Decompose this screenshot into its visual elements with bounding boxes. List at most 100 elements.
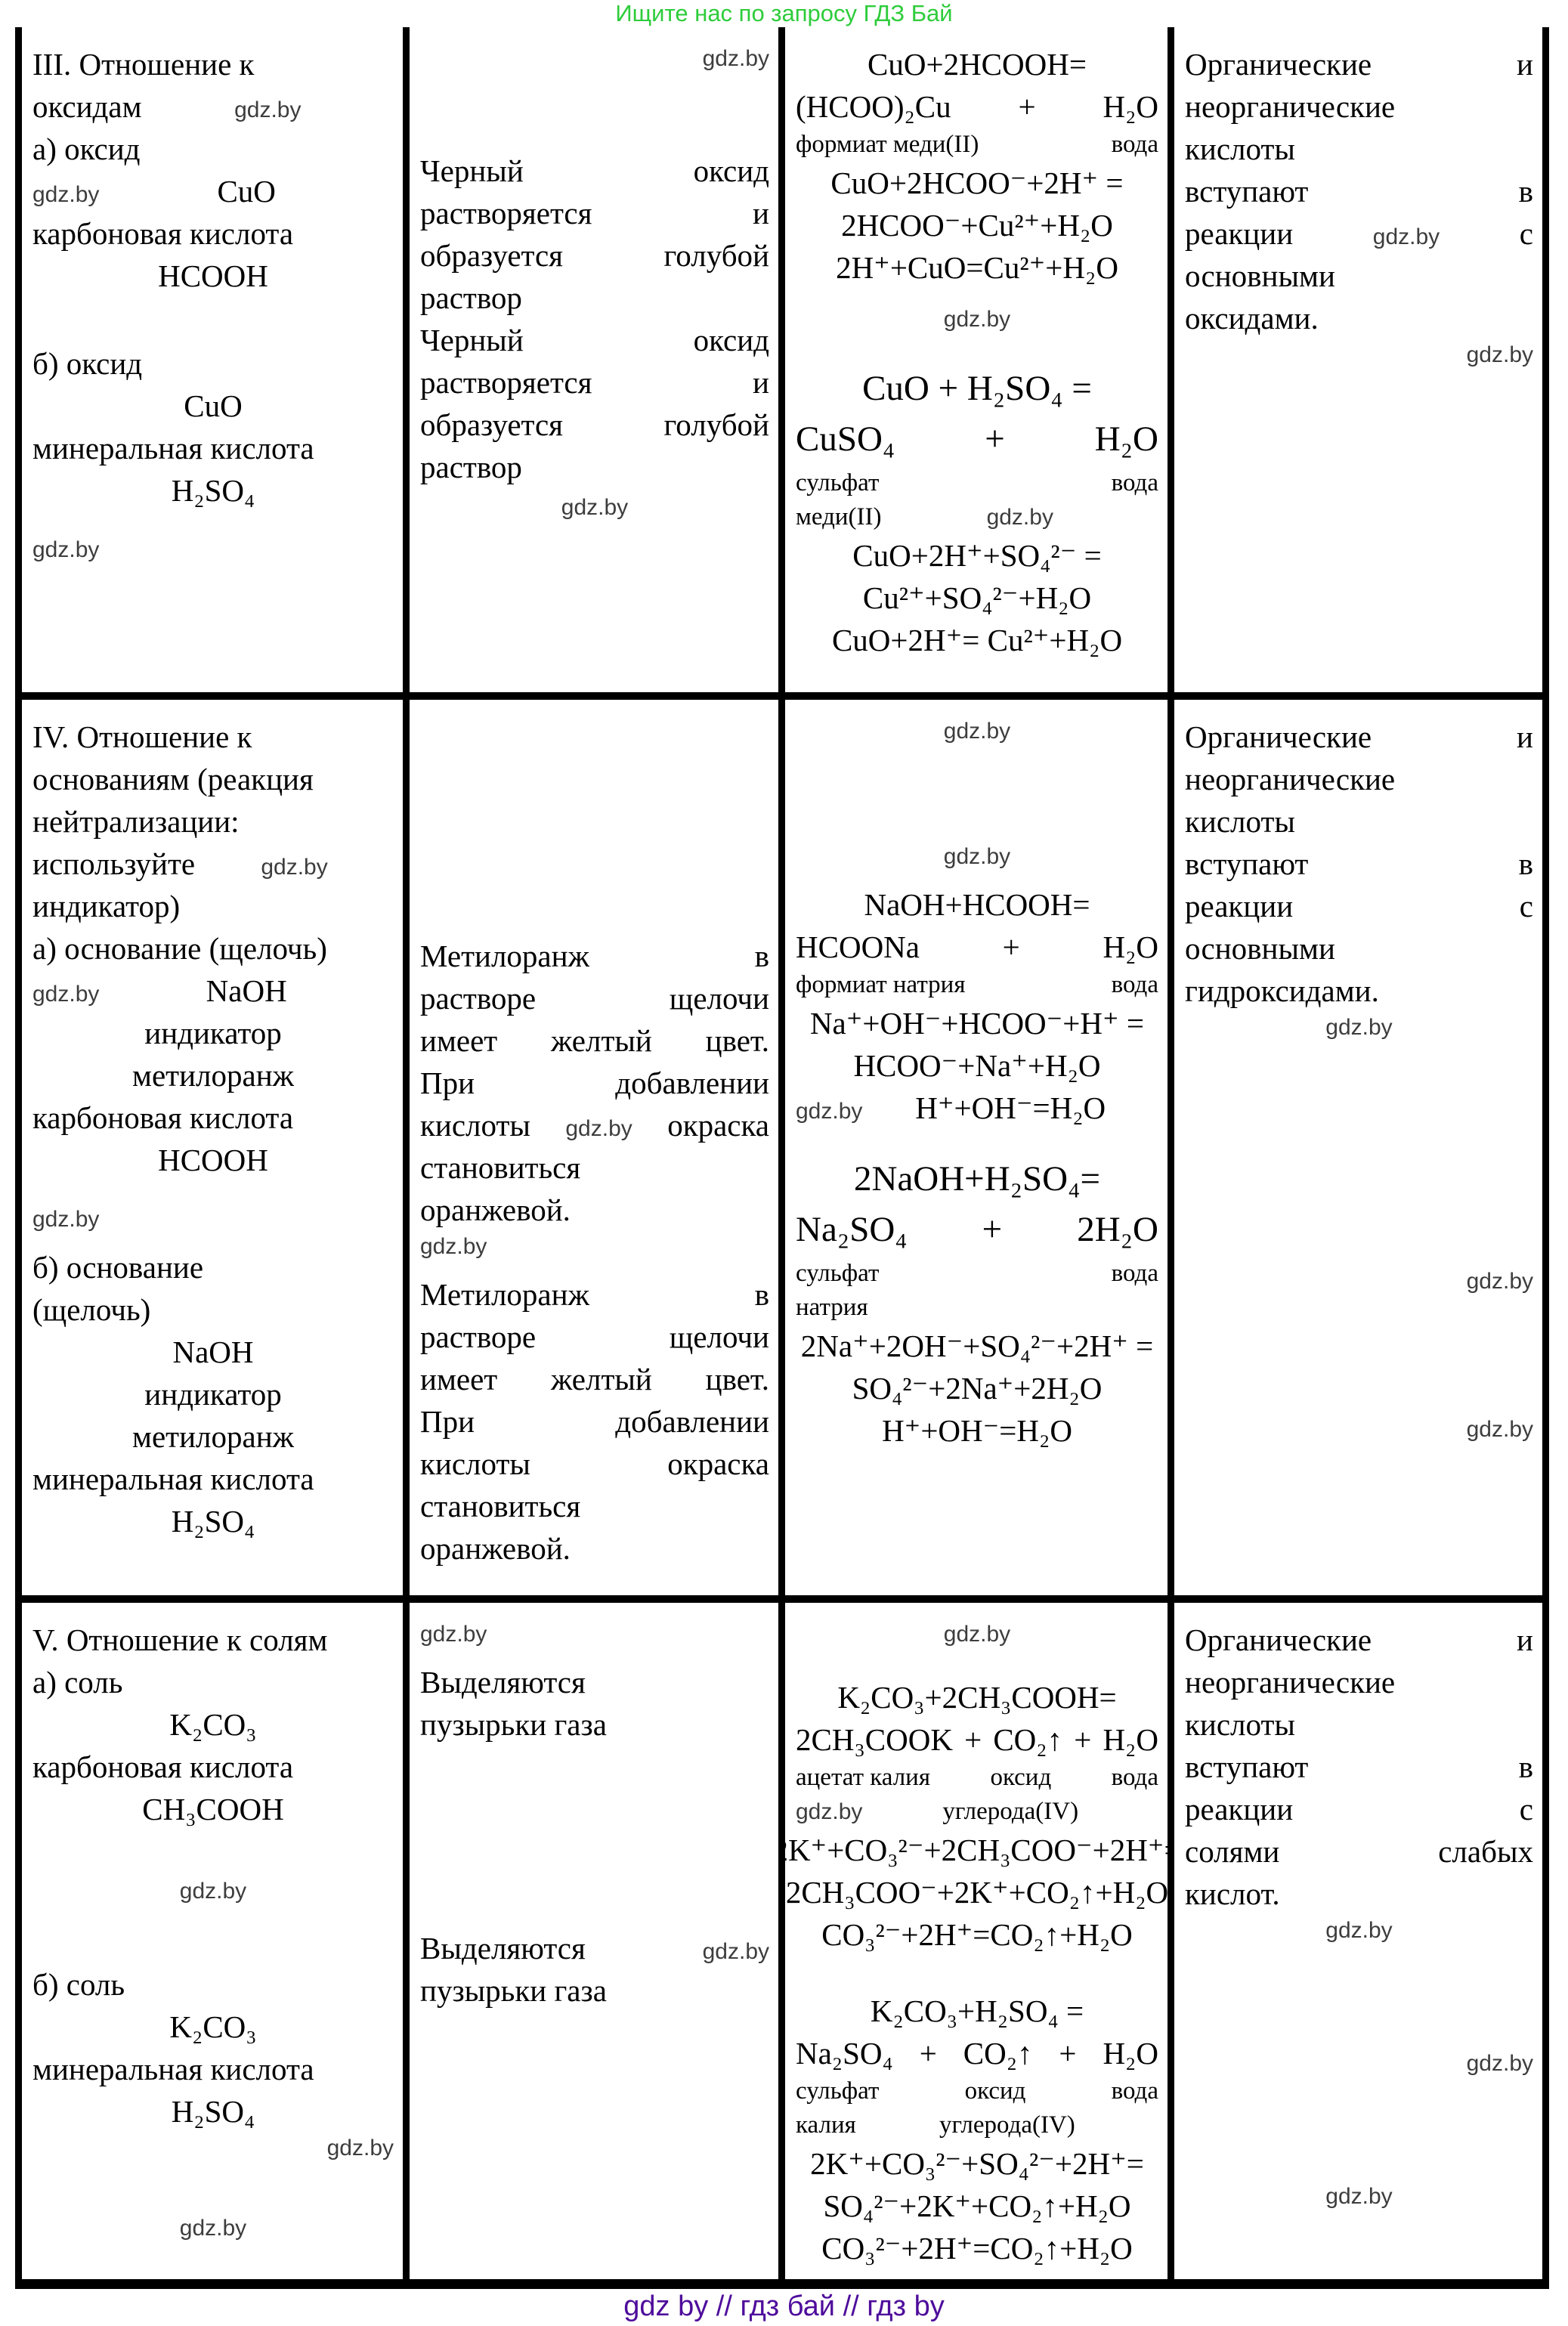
table-line: H₂SO₄: [32, 472, 394, 515]
table-line: индикатор: [32, 1015, 394, 1057]
table-cell-r1c2: gdz.by Черный оксид растворяется и образуется…: [410, 27, 785, 692]
table-line: оранжевой.: [420, 1530, 769, 1573]
gdz-watermark: gdz.by: [420, 1622, 487, 1647]
text-segment: образуется: [420, 407, 564, 442]
text-segment: и: [753, 196, 769, 230]
text-segment: оксид: [964, 2077, 1026, 2105]
text-segment: нейтрализации:: [32, 804, 240, 839]
table-line: неорганические: [1185, 88, 1533, 131]
text-segment: и: [1517, 1622, 1533, 1657]
text-segment: в: [1518, 174, 1533, 209]
text-segment: вода: [1111, 1764, 1158, 1791]
text-segment: NaOH: [172, 1335, 254, 1369]
text-segment: CO₃²⁻+2H⁺=CO₂↑+H₂O: [821, 2231, 1133, 2266]
text-segment: При: [420, 1066, 475, 1100]
table-line: NaOH+HCOOH=: [796, 886, 1158, 929]
gdz-watermark: gdz.by: [561, 495, 629, 520]
text-segment: +: [964, 1722, 982, 1757]
table-line: а) оксид: [32, 131, 394, 173]
text-segment: +: [919, 2036, 937, 2071]
text-segment: Выделяются: [420, 1931, 586, 1966]
gdz-watermark: gdz.by: [702, 46, 769, 71]
table-line: метилоранж: [32, 1418, 394, 1461]
table-line: 2Na⁺+2OH⁻+SO₄²⁻+2H⁺ =: [796, 1328, 1158, 1370]
text-segment: H₂O: [1103, 929, 1158, 964]
text-segment: используйте: [32, 846, 196, 881]
table-line: K₂CO₃: [32, 2009, 394, 2051]
table-line: 2K⁺+CO₃²⁻+SO₄²⁻+2H⁺=: [796, 2145, 1158, 2188]
table-line: gdz.by CuO: [32, 173, 394, 215]
table-cell-r2c1: IV. Отношение к основаниям (реакция нейтра…: [22, 700, 410, 1595]
text-segment: CO₃²⁻+2H⁺=CO₂↑+H₂O: [821, 1917, 1133, 1952]
watermark-line: gdz.by: [796, 1622, 1158, 1664]
table-line: HCOOH: [32, 258, 394, 300]
table-line: сульфат вода: [796, 469, 1158, 503]
text-segment: карбоновая кислота: [32, 216, 294, 251]
text-segment: CuO+2H⁺+SO₄²⁻ =: [852, 538, 1102, 573]
table-line: K₂CO₃+2CH₃COOH=: [796, 1679, 1158, 1721]
text-segment: V. Отношение к солям: [32, 1622, 328, 1657]
text-segment: оксид: [693, 153, 769, 188]
text-segment: в: [1518, 1749, 1533, 1784]
table-line: вступают в: [1185, 846, 1533, 888]
text-segment: K₂CO₃+2CH₃COOH=: [837, 1680, 1117, 1715]
watermark-line: gdz.by: [1185, 342, 1533, 385]
text-segment: слабых: [1438, 1834, 1533, 1869]
table-line: ацетат калия оксид вода: [796, 1764, 1158, 1798]
table-line: CH₃COOH: [32, 1791, 394, 1833]
text-segment: калия: [796, 2111, 856, 2139]
table-line: раствор: [420, 280, 769, 322]
text-segment: реакции: [1185, 889, 1294, 923]
table-line: CuO + H₂SO₄ =: [796, 368, 1158, 419]
text-segment: б) оксид: [32, 346, 143, 381]
table-line: карбоновая кислота: [32, 215, 394, 258]
table-line: имеет желтый цвет.: [420, 1361, 769, 1403]
text-segment: оксидам: [32, 89, 142, 124]
table-line: индикатор): [32, 888, 394, 930]
table-line: HCOOH: [32, 1142, 394, 1184]
table-row: III. Отношение к оксидам gdz.by а) оксид gdz…: [22, 27, 1542, 700]
text-segment: SO₄²⁻+2K⁺+CO₂↑+H₂O: [823, 2188, 1131, 2223]
table-line: NaOH: [32, 1334, 394, 1376]
text-segment: K₂CO₃: [169, 2009, 257, 2044]
text-segment: Метилоранж: [420, 1277, 589, 1312]
table-line: формиат натрия вода: [796, 971, 1158, 1005]
watermark-line: gdz.by: [32, 2136, 394, 2178]
table-cell-r2c4: Органические и неорганические кислоты вступа…: [1174, 700, 1542, 1595]
gdz-watermark: gdz.by: [1466, 1417, 1533, 1442]
gdz-watermark: gdz.by: [1325, 2184, 1393, 2209]
table-line: Метилоранж в: [420, 1276, 769, 1319]
text-segment: желтый: [551, 1023, 652, 1058]
table-line: Органические и: [1185, 719, 1533, 761]
watermark-line: gdz.by: [1185, 2184, 1533, 2226]
table-line: раствор: [420, 449, 769, 491]
text-segment: Черный: [420, 153, 524, 188]
table-cell-r1c4: Органические и неорганические кислоты вступа…: [1174, 27, 1542, 692]
text-segment: и: [753, 365, 769, 400]
text-segment: Черный: [420, 323, 524, 357]
text-segment: в: [754, 1277, 769, 1312]
gdz-watermark: gdz.by: [261, 855, 328, 880]
text-segment: CO₂↑: [963, 2036, 1033, 2071]
text-segment: реакции: [1185, 216, 1294, 251]
gdz-watermark: gdz.by: [1466, 2051, 1533, 2076]
gdz-watermark: gdz.by: [234, 97, 302, 122]
table-line: б) оксид: [32, 345, 394, 388]
text-segment: растворе: [420, 1319, 537, 1354]
table-line: натрия: [796, 1294, 1158, 1328]
text-segment: вода: [1111, 971, 1158, 998]
text-segment: минеральная кислота: [32, 431, 314, 466]
gdz-watermark: gdz.by: [32, 537, 100, 562]
text-segment: H₂SO₄: [171, 473, 255, 508]
text-segment: в: [1518, 846, 1533, 881]
text-segment: вода: [1111, 1260, 1158, 1287]
gdz-watermark: gdz.by: [1466, 342, 1533, 367]
text-segment: цвет.: [705, 1362, 769, 1397]
text-segment: ацетат калия: [796, 1764, 931, 1791]
text-segment: H₂O: [1103, 89, 1158, 124]
table-line: реакции с: [1185, 1791, 1533, 1833]
table-line: 2CH₃COO⁻+2K⁺+CO₂↑+H₂O: [786, 1874, 1167, 1916]
table-line: образуется голубой: [420, 237, 769, 280]
text-segment: желтый: [551, 1362, 652, 1397]
page-footer: gdz by // гдз бай // гдз by: [623, 2290, 945, 2322]
